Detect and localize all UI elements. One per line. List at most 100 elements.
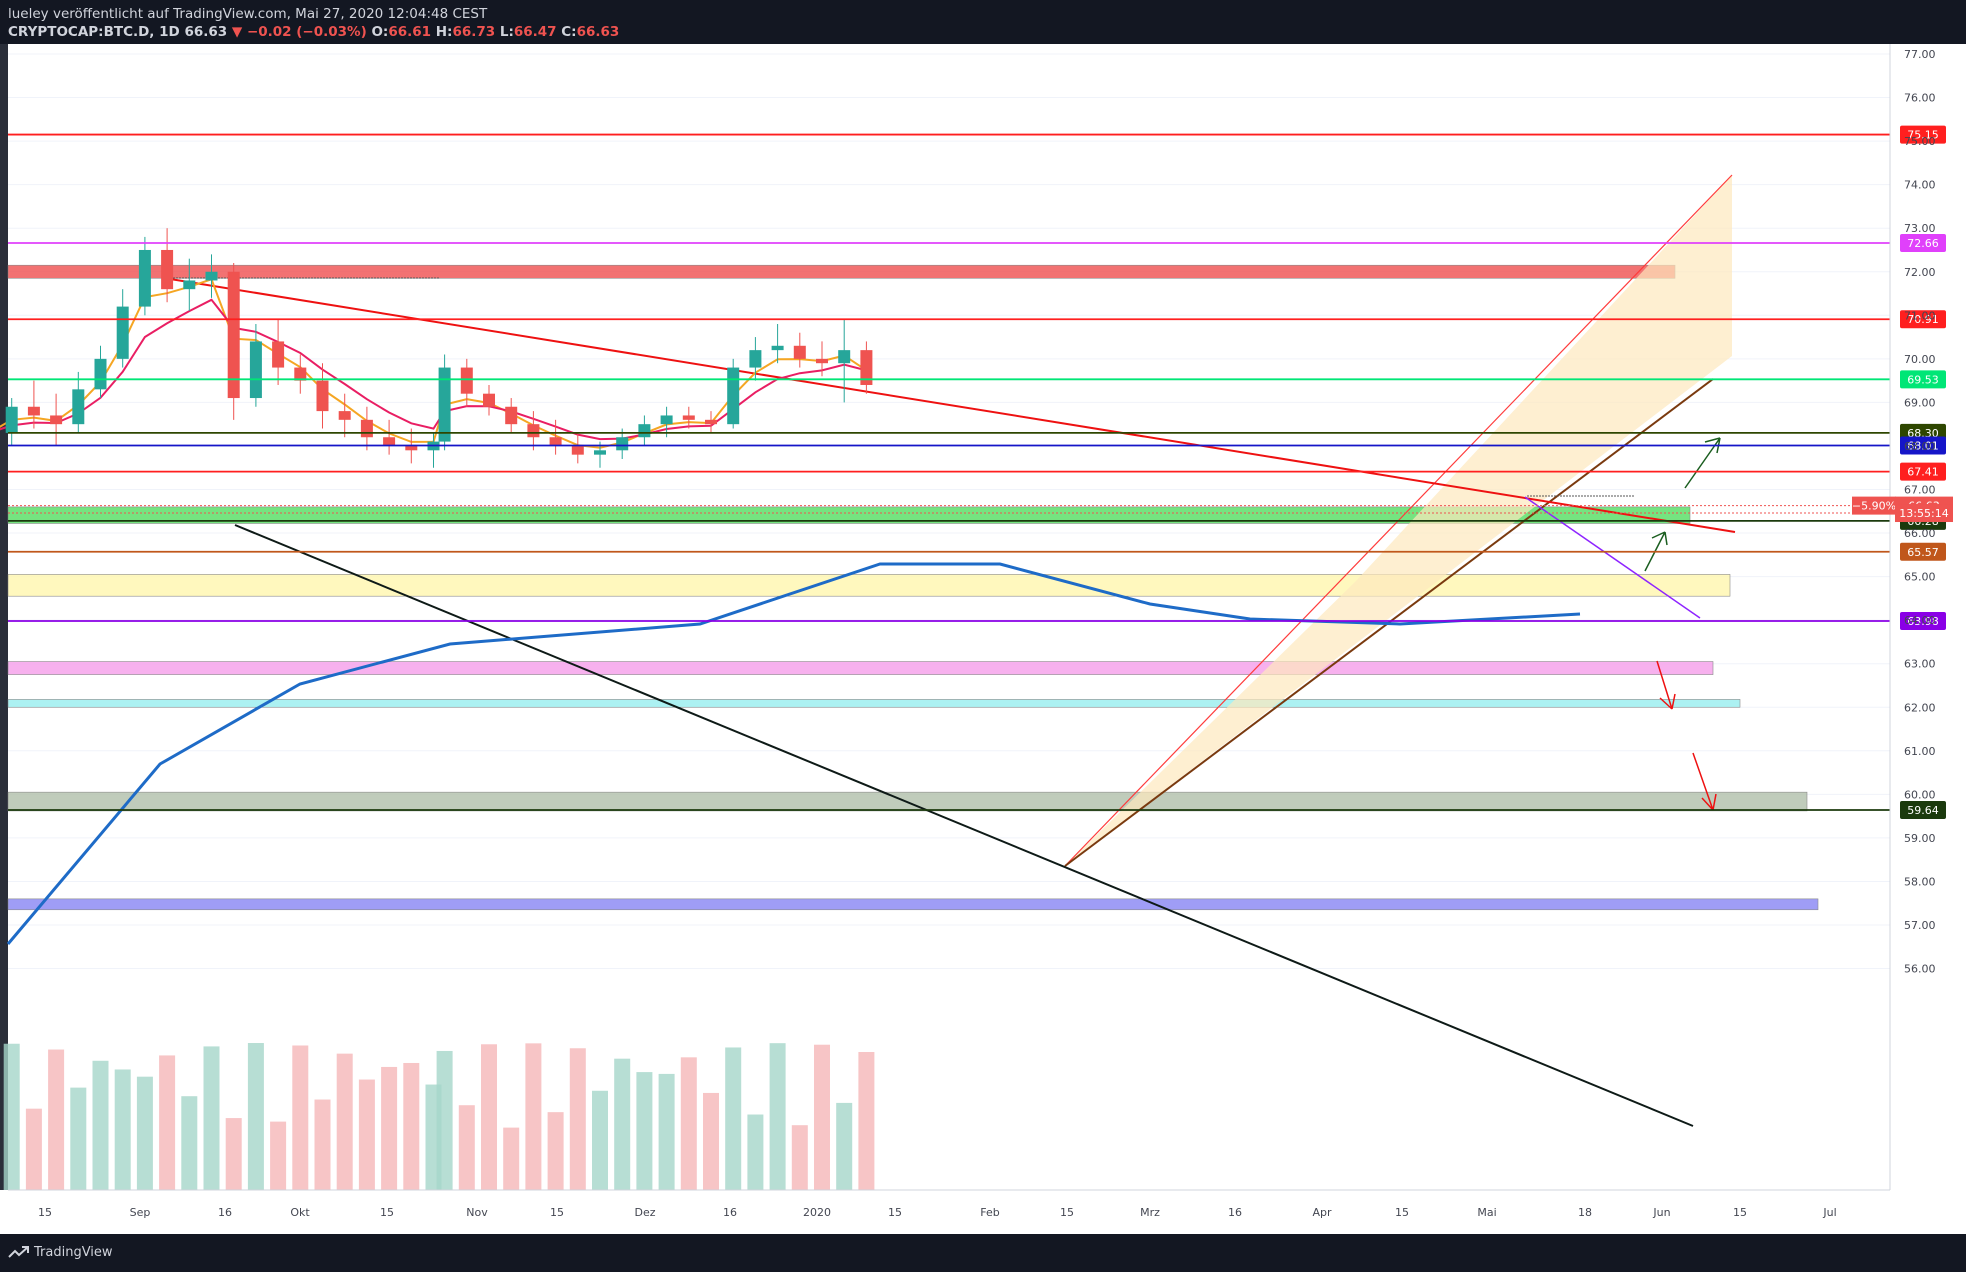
- y-tick-label: 75.00: [1904, 135, 1936, 148]
- zone-support-4: [7, 699, 1741, 708]
- last-price: 66.63: [184, 24, 228, 40]
- volume-bar: [225, 1118, 242, 1190]
- x-tick-label: 15: [380, 1206, 394, 1219]
- long-support-trendline[interactable]: [234, 524, 1694, 1127]
- x-tick-label: Okt: [290, 1206, 310, 1219]
- level-tag-label: 68.01: [1907, 440, 1939, 453]
- y-tick-label: 56.00: [1904, 963, 1936, 976]
- candle-body: [483, 393, 495, 407]
- level-tag: [1900, 612, 1946, 631]
- zone-support-2: [7, 574, 1731, 597]
- volume-bar: [436, 1050, 453, 1190]
- level-tag: [1900, 125, 1946, 144]
- volume-bar: [458, 1105, 475, 1190]
- horizontal-levels[interactable]: [8, 133, 1890, 811]
- volume-bar: [203, 1046, 220, 1190]
- level-tag-label: 72.66: [1907, 237, 1939, 250]
- candle-body: [816, 358, 828, 364]
- y-tick-label: 59.00: [1904, 832, 1936, 845]
- price-chart[interactable]: 75.1572.6670.9169.5368.3068.0167.4166.28…: [0, 44, 1966, 1234]
- x-tick-label: Apr: [1312, 1206, 1332, 1219]
- zone-support-3: [7, 661, 1714, 675]
- y-tick-label: 77.00: [1904, 48, 1936, 61]
- x-tick-label: 16: [723, 1206, 737, 1219]
- price-axis[interactable]: 75.1572.6670.9169.5368.3068.0167.4166.28…: [1900, 48, 1946, 976]
- low-value: 66.47: [513, 24, 557, 40]
- volume-bar: [314, 1099, 331, 1190]
- candle-body: [527, 424, 540, 438]
- y-tick-label: 76.00: [1904, 92, 1936, 105]
- level-tag: [1900, 801, 1946, 820]
- x-tick-label: Dez: [634, 1206, 655, 1219]
- close-label: C:: [561, 24, 577, 40]
- volume-bar: [836, 1102, 853, 1190]
- y-tick-label: 68.00: [1904, 440, 1936, 453]
- candle-body: [138, 249, 151, 307]
- candle-body: [438, 367, 451, 442]
- time-axis[interactable]: 15 Sep 16 Okt 15 Nov 15 Dez 16 2020 15 Feb 15 Mrz 16 Ap…: [38, 1206, 1837, 1219]
- candle-body: [771, 345, 784, 351]
- candle-body: [205, 271, 218, 281]
- volume-bar: [25, 1108, 42, 1190]
- candle-body: [571, 445, 584, 455]
- x-tick-label: 18: [1578, 1206, 1592, 1219]
- level-tag: [1900, 436, 1946, 455]
- volume-bar: [680, 1057, 697, 1190]
- change-tag-label: −5.90%: [1852, 500, 1896, 513]
- brand-name: TradingView: [34, 1245, 113, 1260]
- volume-bar: [858, 1052, 875, 1190]
- volume-bar: [3, 1043, 20, 1190]
- level-tag: [1900, 462, 1946, 481]
- y-tick-label: 60.00: [1904, 788, 1936, 801]
- level-tag: [1900, 542, 1946, 561]
- candle-body: [793, 345, 806, 359]
- volume-bar: [481, 1044, 497, 1190]
- candle-body: [838, 350, 851, 364]
- level-tag: [1900, 310, 1946, 329]
- candle-body: [338, 411, 351, 420]
- high-label: H:: [435, 24, 453, 40]
- down-trendline[interactable]: [163, 277, 1736, 533]
- short-down-trendline[interactable]: [1524, 496, 1701, 619]
- x-tick-label: Jul: [1822, 1206, 1836, 1219]
- volume-bar: [270, 1121, 287, 1190]
- candle-body: [549, 437, 562, 446]
- y-tick-label: 64.00: [1904, 614, 1936, 627]
- y-tick-label: 74.00: [1904, 179, 1936, 192]
- y-tick-label: 66.00: [1904, 527, 1936, 540]
- level-tag-label: 63.98: [1907, 615, 1939, 628]
- candle-body: [460, 367, 473, 394]
- x-tick-label: Nov: [466, 1206, 488, 1219]
- candle-body: [50, 415, 63, 425]
- symbol[interactable]: CRYPTOCAP:BTC.D, 1D: [8, 24, 180, 40]
- volume-bar: [136, 1076, 153, 1190]
- candle-body: [161, 249, 174, 290]
- candle-body: [360, 419, 373, 438]
- candle-body: [727, 367, 740, 425]
- volume-bar: [569, 1048, 586, 1190]
- x-tick-label: Jun: [1652, 1206, 1670, 1219]
- y-tick-label: 72.00: [1904, 266, 1936, 279]
- volume-bar: [358, 1079, 375, 1190]
- close-value: 66.63: [576, 24, 620, 40]
- level-tag-label: 67.41: [1907, 466, 1939, 479]
- volume-bar: [791, 1125, 808, 1190]
- volume-bar: [747, 1114, 764, 1190]
- candle-body: [116, 306, 129, 359]
- candle-body: [505, 406, 518, 425]
- volume-bar: [70, 1087, 87, 1190]
- trend-drawings[interactable]: [163, 174, 1736, 1127]
- high-value: 66.73: [452, 24, 496, 40]
- level-tag-label: 65.57: [1907, 546, 1939, 559]
- candle-body: [660, 415, 673, 425]
- candle-body: [616, 437, 629, 451]
- candles: [5, 228, 873, 468]
- price-tag-label: 13:55:14: [1899, 507, 1948, 520]
- volume-bar: [703, 1092, 719, 1190]
- x-tick-label: 15: [1060, 1206, 1074, 1219]
- volume-bar: [636, 1072, 653, 1190]
- volume-bar: [403, 1062, 420, 1190]
- x-tick-label: 16: [1228, 1206, 1242, 1219]
- volume-bar: [503, 1127, 520, 1190]
- x-tick-label: 15: [1395, 1206, 1409, 1219]
